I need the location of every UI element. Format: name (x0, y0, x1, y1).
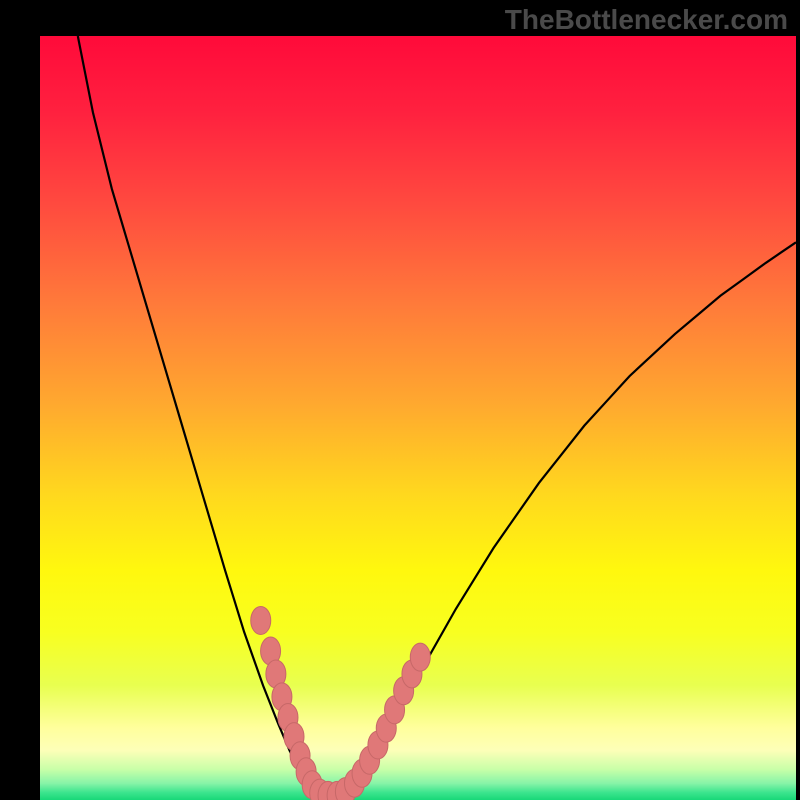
watermark-text: TheBottlenecker.com (505, 4, 788, 36)
marker-right-8 (410, 643, 430, 671)
marker-left-0 (251, 606, 271, 634)
chart-svg (0, 0, 800, 800)
bottleneck-curve (78, 36, 796, 795)
chart-container: TheBottlenecker.com (0, 0, 800, 800)
